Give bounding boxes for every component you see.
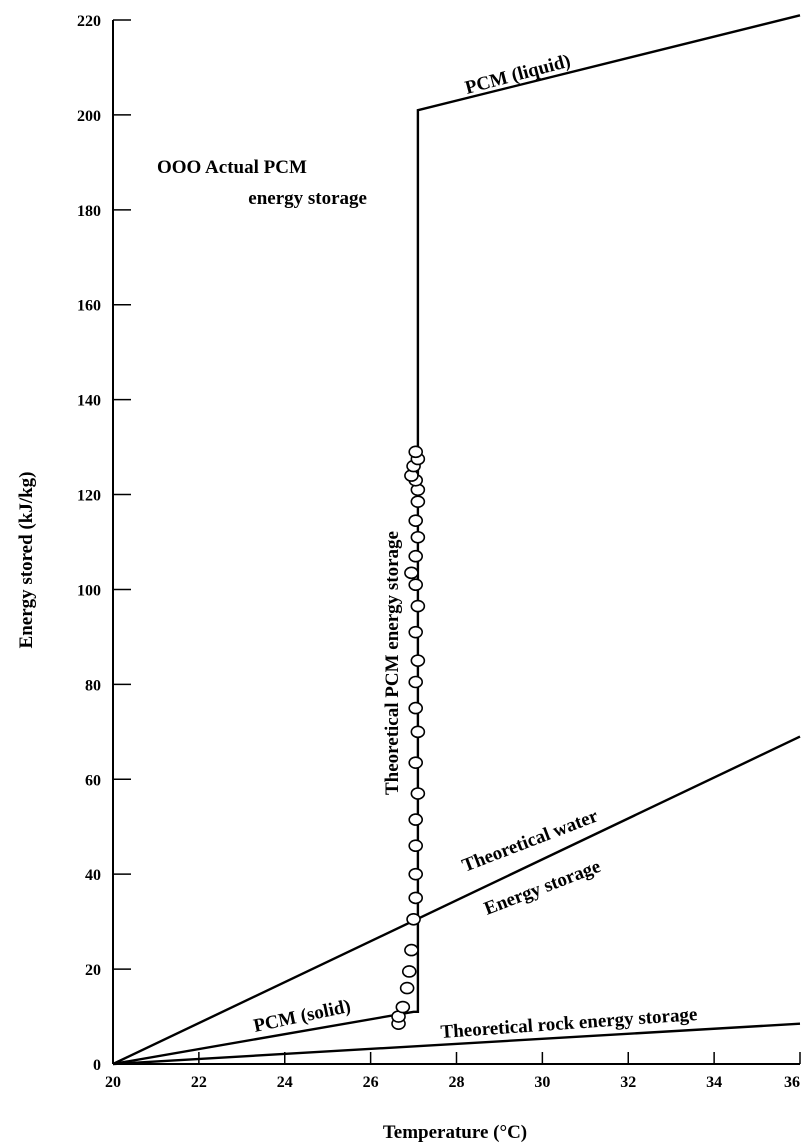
y-tick-label: 160 (77, 298, 101, 315)
y-tick-label: 20 (85, 962, 101, 979)
actual-pcm-marker (408, 514, 424, 527)
actual-pcm-marker (408, 756, 424, 769)
actual-pcm-marker (410, 530, 426, 544)
actual-pcm-marker (408, 675, 424, 689)
series-lines (112, 14, 801, 1066)
actual-pcm-marker (408, 625, 424, 639)
y-tick-label: 60 (85, 772, 101, 789)
label-pcm-liquid: PCM (liquid) (463, 51, 573, 99)
y-tick-label: 40 (85, 867, 101, 884)
actual-pcm-marker (408, 445, 424, 459)
label-theoretical-water-line2: Energy storage (481, 856, 603, 920)
y-tick-label: 120 (77, 488, 101, 505)
y-tick-label: 220 (77, 13, 101, 30)
actual-pcm-marker (408, 867, 424, 881)
x-tick-label: 22 (191, 1074, 207, 1091)
actual-pcm-marker (408, 839, 424, 853)
actual-pcm-marker (410, 725, 426, 739)
actual-pcm-marker (410, 654, 426, 667)
actual-pcm-marker (410, 495, 426, 508)
x-tick-label: 32 (620, 1074, 636, 1091)
actual-pcm-marker (399, 981, 415, 995)
series-line-1 (112, 735, 801, 1066)
label-theoretical-pcm: Theoretical PCM energy storage (382, 531, 403, 795)
x-tick-label: 30 (534, 1074, 550, 1091)
x-tick-label: 26 (363, 1074, 379, 1091)
y-tick-label: 80 (85, 677, 101, 694)
x-tick-label: 36 (784, 1074, 800, 1091)
x-tick-label: 28 (449, 1074, 465, 1091)
series-line-0 (112, 14, 801, 1066)
actual-pcm-marker (410, 787, 426, 800)
actual-pcm-marker (404, 566, 419, 580)
x-tick-label: 20 (105, 1074, 121, 1091)
x-axis-title: Temperature (°C) (383, 1122, 527, 1143)
axes: 20 22 24 26 28 30 32 34 360204060801001201401601… (77, 13, 801, 1091)
actual-pcm-markers (391, 445, 426, 1030)
actual-pcm-marker (408, 701, 424, 715)
y-tick-label: 200 (77, 108, 101, 125)
actual-pcm-marker (410, 599, 426, 613)
actual-pcm-marker (408, 578, 424, 592)
x-tick-label: 24 (277, 1074, 293, 1091)
y-tick-label: 140 (77, 393, 101, 410)
legend-actual-pcm-line2: energy storage (248, 188, 367, 209)
actual-pcm-marker (406, 912, 421, 926)
y-tick-label: 100 (77, 582, 101, 599)
x-tick-label: 34 (706, 1074, 722, 1091)
legend-actual-pcm-line1: OOO Actual PCM (157, 157, 307, 178)
actual-pcm-marker (408, 549, 424, 563)
actual-pcm-marker (408, 813, 424, 826)
series-line-2 (112, 1022, 801, 1066)
y-tick-label: 0 (93, 1057, 101, 1074)
actual-pcm-marker (395, 1000, 411, 1014)
actual-pcm-marker (401, 965, 417, 978)
actual-pcm-marker (408, 891, 424, 905)
y-axis-title: Energy stored (kJ/kg) (16, 472, 37, 649)
actual-pcm-marker (404, 943, 419, 957)
y-tick-label: 180 (77, 203, 101, 220)
